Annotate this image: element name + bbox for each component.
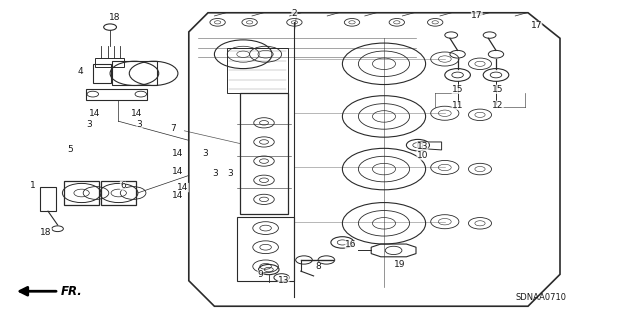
Bar (64, 181, 99, 205)
Text: 9: 9 (258, 271, 263, 279)
Text: 18: 18 (109, 13, 121, 22)
Text: 14: 14 (172, 149, 184, 158)
Text: 3: 3 (137, 120, 142, 129)
Bar (227, 48, 288, 93)
Text: 18: 18 (40, 228, 52, 237)
Text: FR.: FR. (61, 285, 83, 298)
Bar (93, 64, 111, 83)
Text: 13: 13 (278, 276, 289, 285)
Text: 3: 3 (87, 120, 92, 129)
Text: 15: 15 (492, 85, 504, 94)
Text: 17: 17 (471, 11, 483, 20)
Bar (240, 93, 288, 214)
Text: 14: 14 (172, 167, 184, 176)
Text: 5: 5 (68, 145, 73, 154)
Text: 16: 16 (345, 241, 356, 249)
Text: 12: 12 (492, 101, 504, 110)
Text: 11: 11 (452, 101, 463, 110)
Text: 15: 15 (452, 85, 463, 94)
Text: 8: 8 (316, 262, 321, 271)
Bar (40, 187, 56, 211)
Text: 2: 2 (292, 9, 297, 18)
Text: 14: 14 (131, 109, 142, 118)
Text: 10: 10 (417, 151, 428, 160)
Text: 17: 17 (531, 21, 542, 30)
Text: 13: 13 (417, 142, 428, 151)
Text: 1: 1 (31, 181, 36, 190)
Text: 19: 19 (394, 260, 406, 269)
Text: SDNAA0710: SDNAA0710 (515, 293, 566, 302)
Text: 14: 14 (177, 183, 189, 192)
Text: 7: 7 (170, 124, 175, 133)
Text: 14: 14 (172, 191, 183, 200)
Bar (237, 217, 294, 281)
Bar (112, 61, 157, 85)
Bar (101, 181, 136, 205)
Text: 4: 4 (77, 67, 83, 76)
Text: 3: 3 (228, 169, 233, 178)
Text: 3: 3 (212, 169, 218, 178)
Bar (95, 58, 124, 67)
Text: 14: 14 (89, 109, 100, 118)
Text: 6: 6 (120, 181, 125, 190)
Bar (86, 89, 147, 100)
Text: 3: 3 (202, 149, 207, 158)
